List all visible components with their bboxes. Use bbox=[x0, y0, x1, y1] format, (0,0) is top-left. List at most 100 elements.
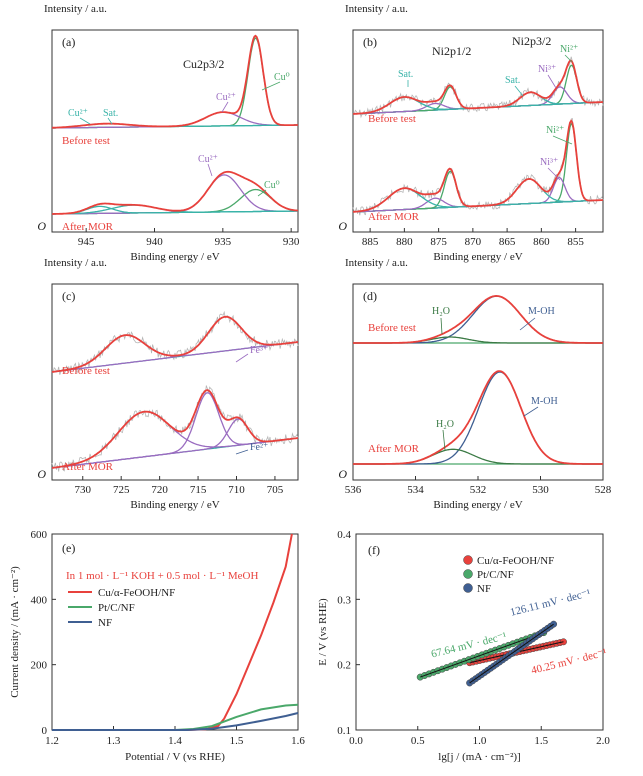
x-tick-label: 1.3 bbox=[107, 735, 121, 747]
x-tick-label: 945 bbox=[78, 236, 95, 248]
annotation-leader bbox=[235, 353, 249, 363]
peak-annotation: Sat. bbox=[103, 108, 118, 119]
fit-envelope-line bbox=[51, 315, 299, 373]
fit-envelope-line bbox=[52, 170, 299, 215]
y-tick-label: 0.4 bbox=[337, 529, 351, 541]
x-tick-label: 935 bbox=[215, 236, 232, 248]
x-tick-label: 1.0 bbox=[473, 735, 487, 747]
x-tick-label: 528 bbox=[595, 484, 612, 496]
trace-label: After MOR bbox=[368, 211, 420, 223]
y-axis-label: Intensity / a.u. bbox=[44, 3, 107, 15]
y-zero-label: O bbox=[338, 467, 347, 481]
legend-label: Cu/α-FeOOH/NF bbox=[477, 555, 554, 567]
peak-annotation: Cu²⁺ bbox=[198, 154, 218, 165]
tafel-fit-line bbox=[469, 623, 554, 684]
y-tick-label: 200 bbox=[31, 660, 48, 672]
x-tick-label: 860 bbox=[533, 236, 550, 248]
y-axis-label: Intensity / a.u. bbox=[345, 257, 408, 269]
annotation-leader bbox=[514, 85, 524, 97]
peak-annotation: Ni²⁺ bbox=[560, 44, 578, 55]
trace-label: After MOR bbox=[62, 221, 114, 233]
panel-frame bbox=[51, 29, 299, 233]
y-axis-label: E / V (vs RHE) bbox=[317, 598, 329, 666]
x-tick-label: 930 bbox=[283, 236, 300, 248]
x-tick-label: 534 bbox=[407, 484, 424, 496]
x-tick-label: 940 bbox=[146, 236, 163, 248]
peak-annotation: Fe³⁺ bbox=[250, 345, 268, 356]
y-axis-label: Current density / (mA · cm⁻²) bbox=[9, 566, 21, 698]
fit-envelope-line bbox=[352, 119, 604, 213]
x-tick-label: 715 bbox=[190, 484, 207, 496]
annotation-leader bbox=[107, 117, 113, 125]
component-peak-line bbox=[352, 86, 604, 115]
peak-annotation: M-OH bbox=[528, 306, 555, 317]
annotation-leader bbox=[547, 74, 557, 89]
x-tick-label: 1.5 bbox=[534, 735, 548, 747]
y-tick-label: 400 bbox=[31, 594, 48, 606]
x-tick-label: 855 bbox=[567, 236, 584, 248]
panel-label: (d) bbox=[363, 289, 377, 303]
x-axis-label: Binding energy / eV bbox=[130, 499, 219, 511]
annotation-leader bbox=[261, 81, 281, 91]
peak-annotation: Ni³⁺ bbox=[538, 64, 556, 75]
y-tick-label: 0.3 bbox=[337, 594, 351, 606]
panel-label: (e) bbox=[62, 541, 75, 555]
slope-label: 40.25 mV · dec⁻¹ bbox=[530, 647, 608, 677]
annotation-leader bbox=[547, 167, 561, 181]
trace-label: After MOR bbox=[62, 461, 114, 473]
trace-label: Before test bbox=[62, 135, 110, 147]
peak-annotation: Ni²⁺ bbox=[546, 125, 564, 136]
x-axis-label: Binding energy / eV bbox=[130, 251, 219, 263]
chart-title: Ni2p3/2 bbox=[512, 34, 551, 48]
annotation-leader bbox=[564, 54, 573, 63]
annotation-leader bbox=[257, 189, 267, 197]
x-tick-label: 0.5 bbox=[411, 735, 425, 747]
peak-annotation: Cu⁰ bbox=[274, 72, 290, 83]
annotation-leader bbox=[523, 406, 539, 417]
x-tick-label: 530 bbox=[532, 484, 549, 496]
x-tick-label: 1.6 bbox=[291, 735, 305, 747]
x-tick-label: 880 bbox=[396, 236, 413, 248]
x-axis-label: Binding energy / eV bbox=[433, 251, 522, 263]
x-tick-label: 0.0 bbox=[349, 735, 363, 747]
panel-frame bbox=[51, 283, 299, 481]
y-zero-label: O bbox=[37, 219, 46, 233]
panel-label: (f) bbox=[368, 543, 380, 557]
annotation-leader bbox=[440, 317, 443, 335]
annotation-leader bbox=[442, 429, 446, 451]
x-tick-label: 1.2 bbox=[45, 735, 59, 747]
slope-label: 126.11 mV · dec⁻¹ bbox=[509, 587, 592, 619]
fit-envelope-line bbox=[353, 370, 603, 465]
peak-annotation: Cu²⁺ bbox=[68, 108, 88, 119]
annotation-leader bbox=[519, 317, 536, 331]
x-tick-label: 705 bbox=[267, 484, 284, 496]
legend-label: Pt/C/NF bbox=[477, 569, 514, 581]
x-tick-label: 710 bbox=[228, 484, 245, 496]
legend-label: NF bbox=[477, 583, 491, 595]
peak-annotation: M-OH bbox=[531, 396, 558, 407]
annotation-leader bbox=[207, 163, 213, 177]
legend-label: Pt/C/NF bbox=[98, 602, 135, 614]
annotation-leader bbox=[221, 101, 229, 113]
fit-envelope-line bbox=[51, 389, 299, 469]
y-tick-label: 0 bbox=[42, 725, 48, 737]
peak-annotation: Ni³⁺ bbox=[540, 157, 558, 168]
x-tick-label: 536 bbox=[345, 484, 362, 496]
component-peak-line bbox=[353, 295, 603, 344]
fit-envelope-line bbox=[353, 294, 603, 344]
x-tick-label: 720 bbox=[151, 484, 168, 496]
panel-frame bbox=[51, 533, 299, 731]
legend-label: NF bbox=[98, 617, 112, 629]
annotation-leader bbox=[235, 449, 249, 455]
series-line bbox=[52, 712, 299, 731]
x-tick-label: 1.4 bbox=[168, 735, 182, 747]
chart-title: Cu2p3/2 bbox=[183, 57, 224, 71]
trace-label: Before test bbox=[368, 113, 416, 125]
y-tick-label: 600 bbox=[31, 529, 48, 541]
peak-annotation: Cu⁰ bbox=[264, 180, 280, 191]
x-tick-label: 2.0 bbox=[596, 735, 610, 747]
peak-annotation: H₂O bbox=[436, 419, 454, 430]
annotation-leader bbox=[79, 117, 91, 125]
series-line bbox=[52, 533, 293, 731]
x-axis-label: lg[j / (mA · cm⁻²)] bbox=[438, 751, 520, 763]
